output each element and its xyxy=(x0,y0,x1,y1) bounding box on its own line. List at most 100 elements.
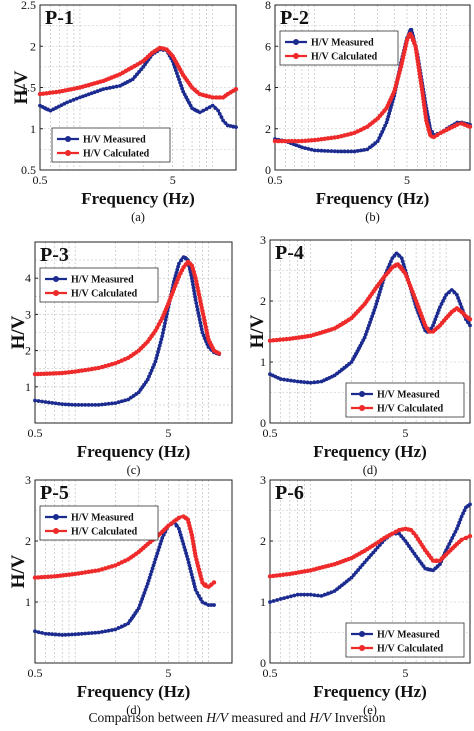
calculated-marker xyxy=(279,138,284,144)
measured-marker xyxy=(179,536,184,540)
measured-marker xyxy=(106,401,111,406)
measured-marker xyxy=(137,69,141,74)
y-tick-label: 2 xyxy=(25,344,31,358)
measured-marker xyxy=(295,592,300,597)
legend-label: H/V Measured xyxy=(311,38,374,49)
measured-marker xyxy=(219,115,224,120)
legend-label: H/V Measured xyxy=(71,275,134,286)
measured-marker xyxy=(178,533,183,537)
plot-frame xyxy=(34,479,233,664)
measured-marker xyxy=(365,326,370,331)
measured-marker xyxy=(154,356,159,361)
legend-label: H/V Calculated xyxy=(71,527,138,538)
measured-marker xyxy=(192,291,197,296)
measured-marker xyxy=(207,105,212,110)
legend-swatch-marker xyxy=(53,276,59,282)
measured-marker xyxy=(322,148,327,153)
series-group xyxy=(267,251,473,385)
measured-marker xyxy=(312,380,317,385)
measured-marker xyxy=(206,603,211,607)
series-group xyxy=(267,502,473,604)
measured-marker xyxy=(95,89,100,94)
calculated-marker xyxy=(282,138,288,144)
measured-marker xyxy=(372,308,377,313)
measured-marker xyxy=(356,568,360,572)
chart-panel-1: 0.5 1 1.5 2 2.5 0.5 5 P-1 H/V Measured H/V Calcul… xyxy=(11,0,239,224)
measured-marker xyxy=(138,603,142,607)
calculated-marker xyxy=(280,572,286,577)
measured-marker xyxy=(319,594,324,598)
measured-marker xyxy=(104,86,109,91)
measured-marker xyxy=(78,95,82,100)
calculated-marker xyxy=(69,369,75,375)
measured-marker xyxy=(123,622,127,627)
calculated-marker xyxy=(198,302,204,307)
measured-marker xyxy=(153,557,158,562)
measured-marker xyxy=(144,584,149,589)
legend-box xyxy=(39,267,159,303)
measured-marker xyxy=(192,288,196,293)
measured-marker xyxy=(183,548,188,553)
measured-marker xyxy=(147,575,152,580)
calculated-marker xyxy=(319,137,324,142)
measured-marker xyxy=(96,630,101,635)
measured-marker xyxy=(210,103,215,108)
calculated-marker xyxy=(467,317,473,322)
measured-marker xyxy=(113,401,118,405)
calculated-marker xyxy=(49,574,54,579)
measured-marker xyxy=(155,551,160,556)
measured-marker xyxy=(179,83,184,88)
x-tick-label: 0.5 xyxy=(33,173,48,187)
calculated-marker xyxy=(306,138,311,143)
measured-marker xyxy=(326,591,330,596)
measured-marker xyxy=(365,147,370,152)
measured-marker xyxy=(441,299,445,303)
y-tick-label: 0.5 xyxy=(21,163,36,177)
measured-marker xyxy=(429,326,434,331)
series-group xyxy=(37,45,239,129)
measured-marker xyxy=(180,539,185,543)
measured-marker xyxy=(116,400,121,405)
y-tick-label: 3 xyxy=(260,233,266,247)
calculated-marker xyxy=(274,573,279,578)
calculated-marker xyxy=(76,571,81,576)
measured-marker xyxy=(160,334,165,339)
calculated-marker xyxy=(161,46,166,51)
measured-marker xyxy=(151,563,156,568)
measured-marker xyxy=(98,88,103,93)
calculated-marker xyxy=(103,363,108,369)
measured-marker xyxy=(448,539,453,543)
y-tick-label: 0 xyxy=(260,656,266,670)
y-tick-label: 1.5 xyxy=(21,81,36,95)
measured-marker xyxy=(163,318,168,322)
measured-marker xyxy=(400,259,405,264)
panel-sublabel: (d) xyxy=(126,703,141,717)
measured-marker xyxy=(466,320,470,325)
measured-marker xyxy=(93,403,98,407)
calculated-marker xyxy=(408,527,414,533)
measured-marker xyxy=(285,595,290,600)
measured-marker xyxy=(40,631,44,635)
measured-marker xyxy=(66,402,71,407)
calculated-marker xyxy=(322,136,327,141)
measured-marker xyxy=(371,311,376,316)
measured-marker xyxy=(454,526,459,531)
calculated-marker xyxy=(459,537,464,542)
measured-marker xyxy=(278,597,283,601)
calculated-marker xyxy=(96,568,101,573)
calculated-marker xyxy=(99,364,105,370)
measured-marker xyxy=(86,631,91,636)
panel-title: P-2 xyxy=(280,7,309,29)
measured-marker xyxy=(345,149,350,154)
x-tick-label: 5 xyxy=(402,666,408,680)
measured-marker xyxy=(189,276,194,281)
calculated-marker xyxy=(60,370,65,376)
calculated-marker xyxy=(335,134,341,140)
measured-marker xyxy=(132,74,137,79)
calculated-marker xyxy=(267,338,273,343)
legend-swatch-marker xyxy=(65,150,71,156)
measured-marker xyxy=(462,508,467,513)
calculated-marker xyxy=(32,575,38,580)
measured-marker xyxy=(282,596,286,600)
measured-marker xyxy=(191,285,196,290)
